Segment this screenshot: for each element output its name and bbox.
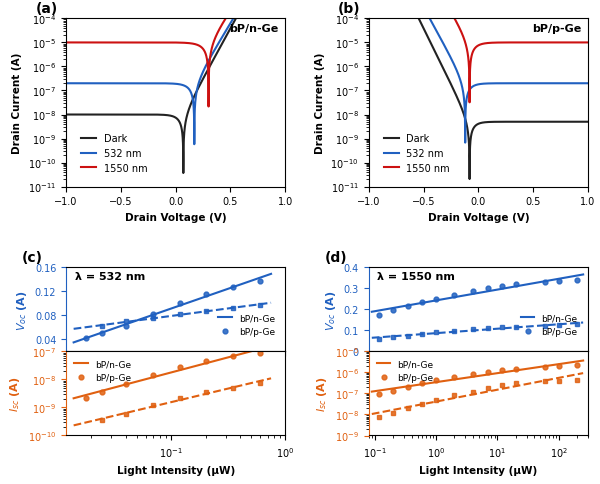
Legend: bP/n-Ge, bP/p-Ge: bP/n-Ge, bP/p-Ge <box>215 310 278 340</box>
Text: λ = 532 nm: λ = 532 nm <box>75 271 145 281</box>
X-axis label: Drain Voltage (V): Drain Voltage (V) <box>428 212 529 223</box>
Y-axis label: $V_{oc}$ (A): $V_{oc}$ (A) <box>324 289 338 330</box>
Legend: bP/n-Ge, bP/p-Ge: bP/n-Ge, bP/p-Ge <box>373 356 437 386</box>
Y-axis label: $I_{sc}$ (A): $I_{sc}$ (A) <box>8 376 22 411</box>
Text: (a): (a) <box>35 1 58 15</box>
Y-axis label: $V_{oc}$ (A): $V_{oc}$ (A) <box>15 289 29 330</box>
X-axis label: Light Intensity (μW): Light Intensity (μW) <box>116 465 235 475</box>
Text: bP/p-Ge: bP/p-Ge <box>532 24 581 34</box>
Text: bP/n-Ge: bP/n-Ge <box>229 24 279 34</box>
Legend: Dark, 532 nm, 1550 nm: Dark, 532 nm, 1550 nm <box>77 130 151 177</box>
Y-axis label: Drain Current (A): Drain Current (A) <box>315 53 325 154</box>
Text: (b): (b) <box>338 1 361 15</box>
Legend: bP/n-Ge, bP/p-Ge: bP/n-Ge, bP/p-Ge <box>71 356 134 386</box>
Text: (d): (d) <box>325 250 347 264</box>
Y-axis label: Drain Current (A): Drain Current (A) <box>12 53 22 154</box>
Y-axis label: $I_{sc}$ (A): $I_{sc}$ (A) <box>315 376 329 411</box>
X-axis label: Drain Voltage (V): Drain Voltage (V) <box>125 212 226 223</box>
Legend: bP/n-Ge, bP/p-Ge: bP/n-Ge, bP/p-Ge <box>517 310 581 340</box>
Text: λ = 1550 nm: λ = 1550 nm <box>377 271 455 281</box>
Text: (c): (c) <box>22 250 43 264</box>
X-axis label: Light Intensity (μW): Light Intensity (μW) <box>419 465 538 475</box>
Legend: Dark, 532 nm, 1550 nm: Dark, 532 nm, 1550 nm <box>380 130 454 177</box>
